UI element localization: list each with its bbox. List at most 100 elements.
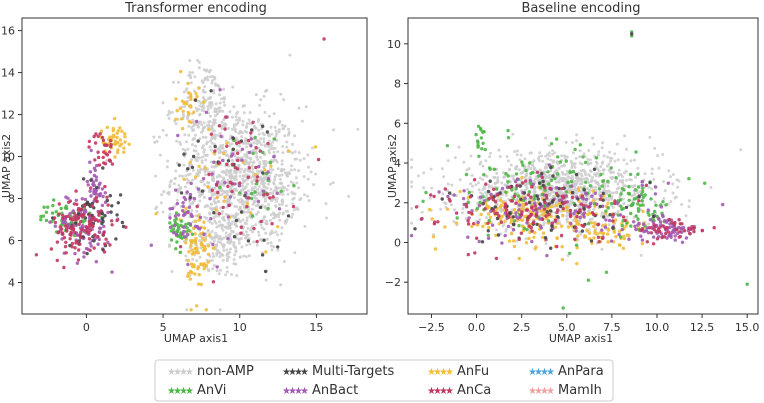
point-anca <box>251 120 255 125</box>
point-non-amp <box>470 190 474 194</box>
legend-marker: ★ <box>288 367 297 378</box>
point-anfu <box>185 102 189 106</box>
point-anbact <box>593 191 598 195</box>
point-anvi <box>529 171 533 176</box>
point-non-amp <box>199 168 203 171</box>
point-multi-targets <box>541 179 545 184</box>
point-non-amp <box>174 122 178 126</box>
point-anca <box>255 179 259 183</box>
point-anvi <box>39 214 43 219</box>
point-non-amp <box>241 177 245 181</box>
point-anvi <box>610 201 614 206</box>
point-non-amp <box>669 200 673 204</box>
point-anfu <box>624 224 628 228</box>
point-multi-targets <box>212 211 216 215</box>
point-anfu <box>196 282 201 286</box>
point-non-amp <box>173 177 177 181</box>
point-anca <box>473 251 477 255</box>
point-non-amp <box>624 184 628 188</box>
point-non-amp <box>739 148 743 152</box>
point-multi-targets <box>114 237 118 241</box>
point-non-amp <box>571 218 575 222</box>
point-non-amp <box>504 193 508 197</box>
point-non-amp <box>578 149 582 153</box>
point-non-amp <box>219 144 223 148</box>
point-anfu <box>511 239 516 243</box>
point-non-amp <box>556 162 560 166</box>
point-non-amp <box>222 191 226 195</box>
point-multi-targets <box>608 213 612 217</box>
point-anbact <box>639 234 643 238</box>
point-anbact <box>88 170 93 174</box>
point-anfu <box>618 229 622 233</box>
point-anvi <box>636 202 640 206</box>
point-non-amp <box>630 194 634 198</box>
point-anvi <box>527 190 531 194</box>
point-non-amp <box>232 240 236 244</box>
point-anbact <box>215 265 219 269</box>
point-non-amp <box>557 189 561 193</box>
point-anca <box>69 233 73 237</box>
point-anfu <box>540 208 544 212</box>
point-non-amp <box>643 172 647 176</box>
point-anca <box>503 202 508 206</box>
y-tick-label: 4 <box>8 277 15 290</box>
point-non-amp <box>157 135 161 139</box>
point-non-amp <box>198 113 201 117</box>
point-non-amp <box>576 204 580 208</box>
point-anbact <box>646 208 650 212</box>
point-non-amp <box>210 191 214 195</box>
point-non-amp <box>226 198 230 202</box>
point-anvi <box>634 150 638 154</box>
point-non-amp <box>266 241 270 245</box>
point-non-amp <box>639 253 643 257</box>
point-non-amp <box>248 111 252 115</box>
point-non-amp <box>218 251 222 255</box>
point-anbact <box>83 197 88 202</box>
point-non-amp <box>303 224 307 228</box>
point-multi-targets <box>493 205 497 209</box>
point-anca <box>526 193 531 197</box>
point-non-amp <box>172 182 176 186</box>
x-tick-label: 12.5 <box>690 321 715 334</box>
point-non-amp <box>179 142 183 146</box>
point-anbact <box>98 226 103 230</box>
point-anca <box>568 213 573 217</box>
point-anbact <box>75 261 80 265</box>
point-anca <box>680 222 684 226</box>
point-anfu <box>211 246 216 250</box>
point-anfu <box>195 304 199 308</box>
point-non-amp <box>488 151 492 155</box>
point-anbact <box>80 197 85 201</box>
point-non-amp <box>580 174 584 178</box>
point-non-amp <box>495 228 498 232</box>
point-non-amp <box>460 211 464 215</box>
point-anca <box>124 225 128 229</box>
point-anvi <box>581 155 585 159</box>
point-non-amp <box>161 101 165 105</box>
point-non-amp <box>174 169 178 173</box>
point-non-amp <box>245 243 249 247</box>
point-anbact <box>181 204 185 209</box>
point-anca <box>645 240 649 244</box>
point-non-amp <box>286 133 290 137</box>
point-anbact <box>523 196 527 200</box>
point-anbact <box>231 152 235 156</box>
point-non-amp <box>238 118 241 122</box>
point-non-amp <box>607 198 611 202</box>
point-anca <box>468 195 473 199</box>
point-anvi <box>584 180 588 184</box>
point-non-amp <box>259 98 263 102</box>
point-anfu <box>194 236 198 241</box>
point-non-amp <box>282 127 285 131</box>
point-non-amp <box>592 142 596 146</box>
point-anca <box>561 202 565 206</box>
legend-marker: ★ <box>179 386 188 397</box>
point-anca <box>76 258 81 262</box>
point-anbact <box>201 177 206 181</box>
point-anca <box>596 235 601 239</box>
point-anfu <box>222 152 226 156</box>
point-non-amp <box>450 183 454 187</box>
point-non-amp <box>595 162 599 165</box>
point-non-amp <box>166 113 170 117</box>
